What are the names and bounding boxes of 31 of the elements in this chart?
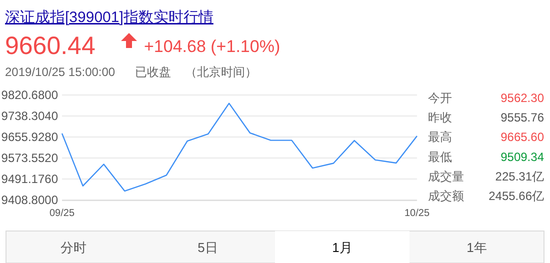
text: 1月	[332, 240, 352, 255]
y-tick-label: 9820.6800	[1, 88, 58, 102]
text: 成交额	[428, 189, 464, 203]
y-tick-label: 9491.1760	[1, 172, 58, 186]
x-tick-label: 10/25	[404, 208, 430, 219]
text: 最低	[428, 150, 452, 164]
text: 9660.44	[5, 32, 96, 60]
chart-title: 深证成指[399001]指数实时行情	[5, 9, 214, 26]
text: 成交量	[428, 169, 464, 184]
text: 9555.76	[500, 110, 544, 125]
y-tick-label: 9655.9280	[1, 130, 58, 144]
text: 225.31亿	[495, 169, 544, 184]
line-series	[61, 102, 418, 192]
y-tick-label: 9573.5520	[1, 151, 58, 165]
text: （北京时间）	[185, 65, 257, 79]
text: 已收盘	[135, 65, 171, 79]
text: 分时	[60, 240, 86, 255]
text: 1年	[466, 240, 487, 255]
text: 昨收	[428, 110, 452, 125]
text: 9665.60	[500, 130, 544, 144]
y-tick-label: 9408.8000	[1, 193, 58, 207]
y-tick-label: 9738.3040	[1, 109, 58, 123]
text: 9562.30	[500, 91, 544, 105]
text: 2455.66亿	[488, 189, 544, 203]
text: 今开	[428, 91, 452, 105]
text: 9509.34	[500, 150, 544, 164]
x-tick-label: 09/25	[49, 208, 75, 219]
text: 最高	[428, 130, 452, 144]
text: 5日	[198, 240, 218, 255]
text: 2019/10/25 15:00:00	[5, 65, 116, 79]
text: +104.68 (+1.10%)	[144, 37, 280, 56]
